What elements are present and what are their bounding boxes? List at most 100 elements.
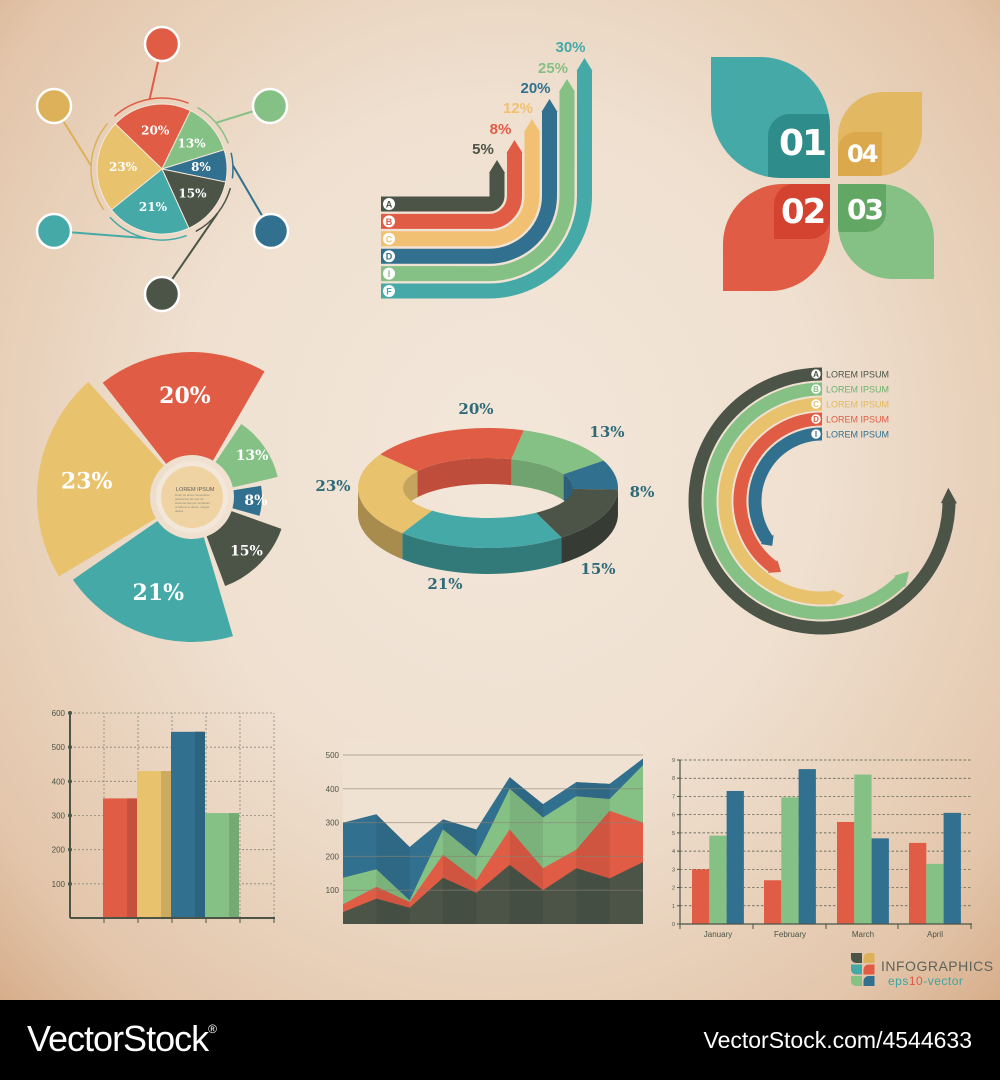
slice-label: 8%	[191, 160, 211, 174]
letter-badge	[383, 267, 395, 280]
grouped-bar-chart: 0 1 2 3 4 5 6 7 8 9 January February March April	[672, 758, 972, 939]
petal-02-number: 02	[781, 192, 826, 232]
legend-label: LOREM IPSUM	[826, 430, 889, 440]
petal-02: 02	[723, 184, 830, 291]
y-tick-label: 200	[52, 846, 66, 855]
y-tick-label: 6	[672, 813, 675, 819]
donut-slice	[358, 454, 433, 534]
infographics-logo-icon	[851, 953, 875, 986]
donut-label: 21%	[427, 575, 462, 593]
satellite-circle	[143, 275, 181, 313]
pie-slice	[37, 381, 164, 577]
slice-bracket	[197, 106, 229, 144]
donut-slice	[563, 460, 618, 490]
x-category-label: March	[852, 930, 874, 939]
charts-svg: 20% 13% 8% 15% 21% 23% A 5% B 8% C 12% D 20% I 25% F 30% 2…	[35, 25, 972, 986]
pie-slice	[114, 103, 192, 170]
logo-sub-vector: -vector	[923, 974, 964, 988]
arrow-head	[489, 160, 505, 173]
satellite-circle	[143, 25, 181, 63]
pie-slice	[102, 352, 265, 464]
ring-arrow-tip	[760, 534, 774, 546]
slice-label: 21%	[133, 580, 185, 606]
donut-label: 13%	[589, 423, 624, 441]
legend-label: LOREM IPSUM	[826, 370, 889, 380]
category-letter: A	[386, 200, 393, 210]
pie-slice	[110, 168, 190, 235]
y-tick-label: 3	[672, 867, 675, 873]
legend-badge	[809, 367, 823, 381]
logo-leaf	[863, 953, 875, 963]
arrow-band	[381, 131, 540, 247]
pie-slice	[161, 168, 227, 229]
x-category-label: February	[774, 930, 806, 939]
petal-04: 04	[838, 92, 922, 176]
infographic-canvas: 20% 13% 8% 15% 21% 23% A 5% B 8% C 12% D 20% I 25% F 30% 2…	[0, 0, 1000, 1000]
value-label: 5%	[472, 141, 494, 158]
ring-arc	[733, 412, 823, 573]
bar	[692, 869, 710, 924]
y-tick-label: 5	[672, 831, 675, 837]
area-series	[343, 862, 643, 924]
center-text: Dolor sit amet consectetur adipisicing e…	[175, 493, 211, 513]
satellite-circle	[35, 212, 73, 250]
center-title: LOREM IPSUM	[176, 487, 215, 493]
legend-label: LOREM IPSUM	[826, 415, 889, 425]
brand-logo[interactable]: VectorStock®	[27, 1018, 217, 1060]
y-tick-label: 2	[672, 886, 675, 892]
x-category-label: January	[704, 930, 732, 939]
category-letter: I	[388, 269, 391, 279]
ring-arrow-tip	[940, 487, 957, 504]
arrow-head	[541, 99, 558, 112]
ring-arrow-tip	[767, 560, 781, 573]
arrow-band	[381, 70, 592, 299]
donut-side	[561, 489, 618, 564]
legend-letter: B	[813, 385, 819, 394]
petal-03-inner	[838, 184, 886, 232]
y-tick-label: 500	[326, 751, 340, 760]
donut-inner-wall	[511, 459, 564, 501]
petal-03-number: 03	[847, 193, 884, 226]
area-mask	[343, 740, 643, 847]
slice-bracket	[230, 152, 234, 179]
y-tick-label: 1	[672, 904, 675, 910]
slice-bracket	[113, 97, 189, 117]
donut-3d: 20% 13% 8% 15% 21% 23%	[315, 400, 654, 593]
petal-01-inner	[768, 114, 830, 178]
logo-sub-10: 10	[908, 974, 924, 988]
value-label: 12%	[503, 100, 533, 117]
arrow-head	[576, 58, 593, 71]
legend-letter: A	[813, 370, 819, 379]
brand-url[interactable]: VectorStock.com/4544633	[703, 1027, 973, 1053]
bar-shadow	[229, 813, 239, 918]
pie-slice	[215, 424, 278, 488]
bar	[871, 838, 889, 924]
donut-slice	[536, 488, 618, 538]
ring-arc	[688, 367, 956, 635]
y-tick-label: 100	[326, 886, 340, 895]
y-tick-label: 400	[52, 777, 66, 786]
y-tick-label: 0	[672, 922, 675, 928]
slice-label: 13%	[236, 448, 269, 464]
y-tick-label: 200	[326, 852, 340, 861]
petal-04-number: 04	[847, 140, 878, 168]
donut-label: 23%	[315, 477, 350, 495]
donut-slice	[402, 510, 562, 548]
petal-02-inner	[774, 184, 830, 239]
legend-badge	[809, 412, 823, 426]
value-label: 8%	[490, 121, 512, 138]
slice-bracket	[109, 216, 188, 241]
value-label: 25%	[538, 60, 568, 77]
y-tick-label: 300	[326, 819, 340, 828]
pie-slice	[96, 123, 163, 211]
arrow-head	[524, 119, 540, 132]
logo-sub-eps: eps	[888, 974, 909, 988]
slice-bracket	[195, 187, 232, 233]
satellite-circle	[252, 212, 290, 250]
category-letter: D	[386, 252, 393, 262]
legend-label: LOREM IPSUM	[826, 385, 889, 395]
petal-04-inner	[838, 132, 882, 176]
ring-arc	[748, 427, 823, 545]
x-category-label: April	[927, 930, 943, 939]
stacked-area-chart: 100 200 300 400 500	[326, 740, 643, 924]
